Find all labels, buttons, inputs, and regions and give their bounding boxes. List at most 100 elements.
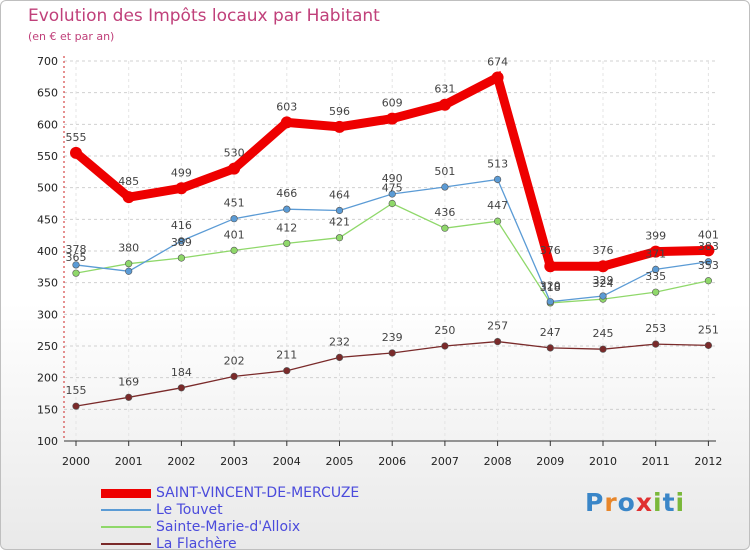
data-label: 401 bbox=[698, 228, 719, 241]
data-label: 318 bbox=[540, 281, 561, 294]
x-tick-label: 2009 bbox=[536, 455, 564, 468]
data-label: 530 bbox=[224, 147, 245, 160]
legend-label: Le Touvet bbox=[156, 502, 223, 518]
data-point bbox=[230, 372, 238, 381]
x-tick-label: 2004 bbox=[273, 455, 301, 468]
data-label: 376 bbox=[540, 244, 561, 257]
data-point bbox=[72, 261, 80, 269]
data-label: 490 bbox=[382, 172, 403, 185]
data-point bbox=[599, 292, 607, 300]
data-label: 232 bbox=[329, 335, 350, 348]
data-point bbox=[125, 260, 133, 268]
data-label: 501 bbox=[434, 165, 455, 178]
data-label: 513 bbox=[487, 157, 508, 170]
x-tick-label: 2011 bbox=[642, 455, 670, 468]
y-tick-label: 600 bbox=[37, 118, 58, 131]
data-point bbox=[597, 260, 609, 273]
legend-swatch bbox=[101, 509, 151, 511]
x-tick-label: 2002 bbox=[167, 455, 195, 468]
data-point bbox=[72, 269, 80, 277]
data-label: 383 bbox=[698, 240, 719, 253]
data-label: 401 bbox=[224, 228, 245, 241]
logo-letter: r bbox=[604, 488, 618, 517]
logo-letter: x bbox=[635, 488, 653, 517]
data-label: 485 bbox=[118, 175, 139, 188]
data-point bbox=[494, 175, 502, 184]
data-point bbox=[702, 244, 715, 257]
data-label: 247 bbox=[540, 326, 561, 339]
data-point bbox=[283, 239, 291, 247]
data-label: 155 bbox=[66, 384, 87, 397]
legend-swatch bbox=[101, 488, 151, 498]
data-label: 329 bbox=[593, 274, 614, 287]
data-label: 436 bbox=[434, 206, 455, 219]
data-point bbox=[122, 191, 135, 204]
data-point bbox=[546, 298, 554, 306]
chart-title: Evolution des Impôts locaux par Habitant bbox=[28, 6, 380, 26]
logo-letter: t bbox=[662, 488, 676, 517]
data-point bbox=[280, 116, 293, 129]
data-point bbox=[125, 267, 133, 275]
x-tick-label: 2001 bbox=[115, 455, 143, 468]
data-label: 499 bbox=[171, 166, 192, 179]
y-tick-label: 450 bbox=[37, 213, 58, 226]
x-tick-label: 2010 bbox=[589, 455, 617, 468]
data-point bbox=[388, 349, 396, 357]
data-point bbox=[494, 217, 502, 225]
data-label: 253 bbox=[645, 322, 666, 335]
data-label: 399 bbox=[645, 230, 666, 243]
legend-label: SAINT-VINCENT-DE-MERCUZE bbox=[156, 485, 360, 501]
data-label: 631 bbox=[434, 83, 455, 96]
data-label: 464 bbox=[329, 188, 350, 201]
chart-subtitle: (en € et par an) bbox=[28, 30, 115, 43]
data-point bbox=[386, 112, 399, 125]
data-label: 211 bbox=[276, 349, 297, 362]
logo-letter: i bbox=[675, 488, 686, 517]
data-label: 475 bbox=[382, 182, 403, 195]
data-point bbox=[175, 182, 188, 195]
y-tick-label: 550 bbox=[37, 150, 58, 163]
data-point bbox=[441, 224, 449, 232]
x-tick-label: 2007 bbox=[431, 455, 459, 468]
proxiti-logo: Proxiti bbox=[585, 488, 685, 517]
data-label: 184 bbox=[171, 366, 192, 379]
data-point bbox=[441, 183, 449, 191]
data-point bbox=[494, 337, 502, 346]
data-label: 250 bbox=[434, 324, 455, 337]
data-label: 371 bbox=[645, 247, 666, 260]
data-point bbox=[335, 234, 344, 242]
data-point bbox=[388, 190, 396, 198]
data-point bbox=[70, 146, 82, 159]
data-point bbox=[704, 277, 713, 285]
data-point bbox=[491, 71, 504, 84]
data-label: 335 bbox=[645, 270, 666, 283]
data-point bbox=[544, 260, 557, 273]
data-label: 389 bbox=[171, 236, 192, 249]
legend-label: Sainte-Marie-d'Alloix bbox=[156, 519, 301, 535]
data-point bbox=[649, 245, 662, 258]
data-label: 202 bbox=[224, 354, 245, 367]
legend-label: La Flachère bbox=[156, 536, 237, 552]
data-point bbox=[283, 367, 291, 375]
data-point bbox=[546, 344, 554, 352]
data-label: 451 bbox=[224, 197, 245, 210]
x-tick-label: 2008 bbox=[484, 455, 512, 468]
data-point bbox=[335, 206, 344, 215]
x-tick-label: 2012 bbox=[694, 455, 722, 468]
data-point bbox=[388, 199, 396, 208]
y-tick-label: 350 bbox=[37, 277, 58, 290]
data-label: 257 bbox=[487, 320, 508, 333]
legend-swatch bbox=[101, 526, 151, 528]
data-label: 596 bbox=[329, 105, 350, 118]
data-point bbox=[704, 258, 713, 266]
data-label: 320 bbox=[540, 280, 561, 293]
y-tick-label: 150 bbox=[37, 403, 58, 416]
data-label: 447 bbox=[487, 199, 508, 212]
x-tick-label: 2003 bbox=[220, 455, 248, 468]
data-label: 239 bbox=[382, 331, 403, 344]
data-point bbox=[335, 353, 344, 362]
data-point bbox=[72, 402, 80, 410]
data-point bbox=[283, 205, 291, 213]
y-tick-label: 300 bbox=[37, 308, 58, 321]
data-label: 378 bbox=[66, 243, 87, 256]
